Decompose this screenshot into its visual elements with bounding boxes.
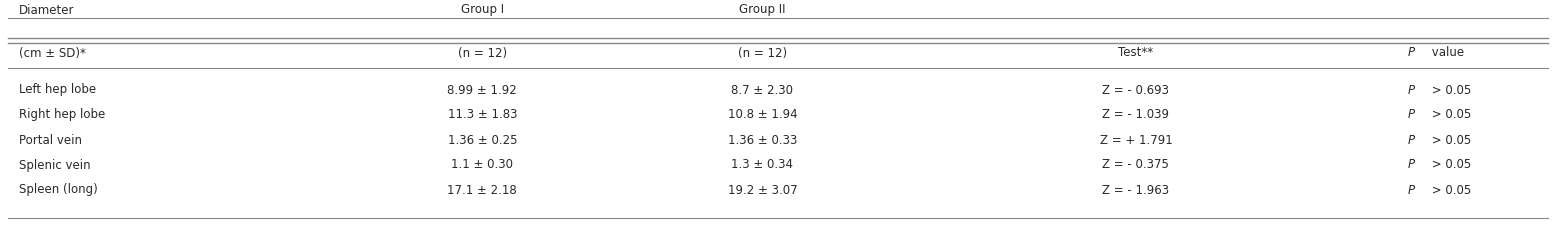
Text: Left hep lobe: Left hep lobe — [19, 83, 96, 97]
Text: Spleen (long): Spleen (long) — [19, 184, 98, 196]
Text: 19.2 ± 3.07: 19.2 ± 3.07 — [728, 184, 797, 196]
Text: Z = - 1.039: Z = - 1.039 — [1102, 108, 1170, 122]
Text: 17.1 ± 2.18: 17.1 ± 2.18 — [448, 184, 517, 196]
Text: (n = 12): (n = 12) — [457, 47, 507, 59]
Text: P: P — [1408, 108, 1416, 122]
Text: 1.36 ± 0.33: 1.36 ± 0.33 — [728, 133, 797, 146]
Text: 8.7 ± 2.30: 8.7 ± 2.30 — [731, 83, 794, 97]
Text: value: value — [1428, 47, 1464, 59]
Text: Z = - 1.963: Z = - 1.963 — [1102, 184, 1170, 196]
Text: > 0.05: > 0.05 — [1428, 108, 1472, 122]
Text: Z = - 0.375: Z = - 0.375 — [1103, 158, 1169, 171]
Text: (n = 12): (n = 12) — [738, 47, 787, 59]
Text: > 0.05: > 0.05 — [1428, 83, 1472, 97]
Text: P: P — [1408, 133, 1416, 146]
Text: > 0.05: > 0.05 — [1428, 133, 1472, 146]
Text: Diameter: Diameter — [19, 4, 75, 16]
Text: 1.36 ± 0.25: 1.36 ± 0.25 — [448, 133, 517, 146]
Text: P: P — [1408, 184, 1416, 196]
Text: Group II: Group II — [739, 4, 786, 16]
Text: P: P — [1408, 47, 1416, 59]
Text: (cm ± SD)*: (cm ± SD)* — [19, 47, 86, 59]
Text: Group I: Group I — [461, 4, 504, 16]
Text: 10.8 ± 1.94: 10.8 ± 1.94 — [728, 108, 797, 122]
Text: 1.3 ± 0.34: 1.3 ± 0.34 — [731, 158, 794, 171]
Text: 1.1 ± 0.30: 1.1 ± 0.30 — [451, 158, 513, 171]
Text: Z = + 1.791: Z = + 1.791 — [1100, 133, 1172, 146]
Text: > 0.05: > 0.05 — [1428, 158, 1472, 171]
Text: 11.3 ± 1.83: 11.3 ± 1.83 — [448, 108, 517, 122]
Text: > 0.05: > 0.05 — [1428, 184, 1472, 196]
Text: Splenic vein: Splenic vein — [19, 158, 90, 171]
Text: Test**: Test** — [1119, 47, 1153, 59]
Text: Right hep lobe: Right hep lobe — [19, 108, 104, 122]
Text: P: P — [1408, 83, 1416, 97]
Text: P: P — [1408, 158, 1416, 171]
Text: 8.99 ± 1.92: 8.99 ± 1.92 — [448, 83, 517, 97]
Text: Z = - 0.693: Z = - 0.693 — [1102, 83, 1170, 97]
Text: Portal vein: Portal vein — [19, 133, 81, 146]
